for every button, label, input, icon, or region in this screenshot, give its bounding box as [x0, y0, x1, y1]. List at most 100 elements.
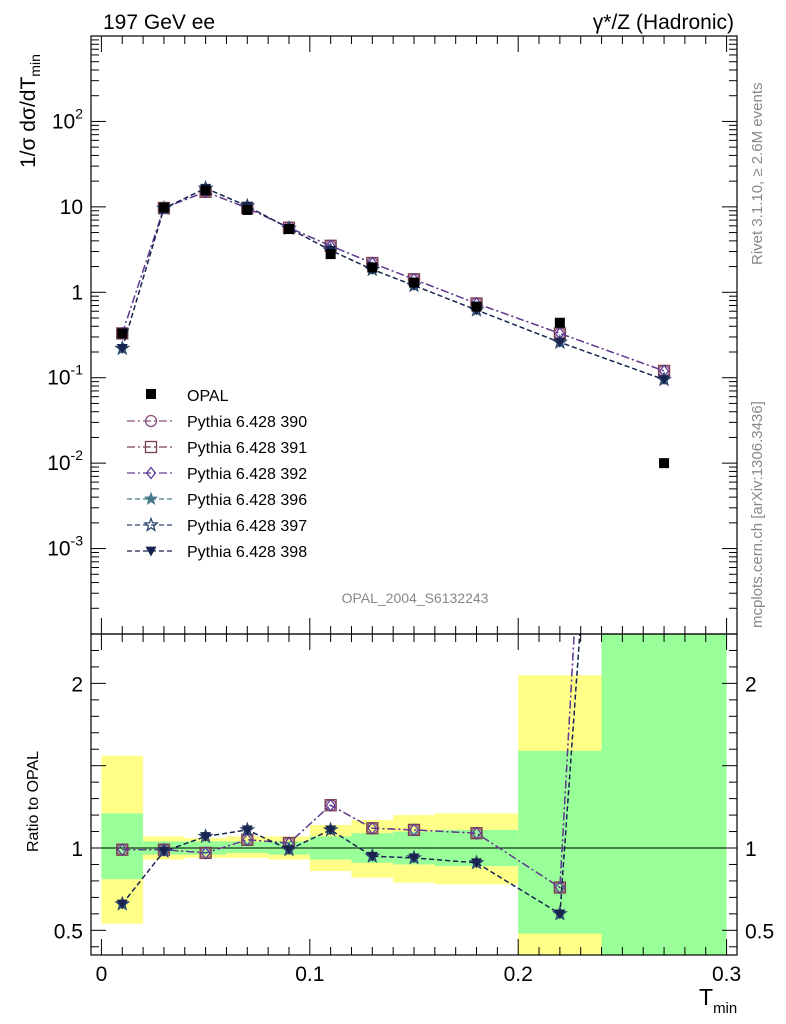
ratio-point-pythia-6-428-398 [158, 846, 170, 857]
main-y-tick-label-exp: -3 [71, 533, 84, 549]
ratio-point-pythia-6-428-392 [242, 833, 253, 847]
legend-item-pythia-6-428-398: Pythia 6.428 398 [127, 544, 307, 561]
mcplots-label: mcplots.cern.ch [arXiv:1306.3436] [749, 401, 766, 628]
data-point-opal [325, 249, 336, 260]
ratio-point-pythia-6-428-392 [408, 823, 420, 837]
ratio-line-pythia-6-428-398 [121, 634, 581, 915]
ratio-point-pythia-6-428-398 [471, 858, 483, 869]
main-y-tick-label-base: 10 [47, 367, 70, 390]
legend-item-opal: OPAL [146, 388, 229, 405]
header-energy-label: 197 GeV ee [103, 11, 215, 34]
data-point-opal [242, 204, 253, 215]
x-tick-label: 0.1 [295, 963, 324, 986]
header-process-label: γ*/Z (Hadronic) [593, 11, 734, 34]
main-y-tick-label-exp: -2 [71, 447, 84, 463]
main-line-pythia-6-428-392 [121, 191, 665, 372]
data-point-opal [158, 202, 169, 213]
main-point-pythia-6-428-398 [554, 337, 566, 348]
main-y-label-main: 1/σ dσ/dT [17, 77, 40, 168]
ratio-point-pythia-6-428-398 [554, 909, 566, 920]
main-y-tick-label-base: 1 [71, 281, 83, 304]
main-y-tick-label: 10-2 [47, 447, 83, 475]
legend-marker-opal [146, 389, 156, 399]
main-y-tick-label: 10 [60, 196, 83, 219]
legend-label-pythia-6-428-398: Pythia 6.428 398 [187, 544, 307, 561]
ratio-y-tick-label-left: 2 [71, 673, 83, 696]
ratio-point-pythia-6-428-398 [408, 853, 420, 864]
x-tick-label: 0.2 [504, 963, 533, 986]
main-y-tick-label: 102 [52, 105, 83, 133]
ratio-point-pythia-6-428-398 [241, 825, 253, 836]
data-point-opal [659, 458, 670, 469]
legend-marker-pythia-6-428-392 [145, 466, 157, 480]
x-axis-label: Tmin [699, 984, 737, 1017]
data-point-opal [471, 301, 482, 312]
ratio-point-pythia-6-428-398 [200, 832, 212, 842]
legend: OPAL Pythia 6.428 390 Pythia 6.428 391 Pyth… [127, 388, 307, 561]
legend-label-pythia-6-428-396: Pythia 6.428 396 [187, 492, 307, 509]
legend-item-pythia-6-428-391: Pythia 6.428 391 [127, 440, 307, 457]
main-y-tick-label-base: 10 [47, 538, 70, 561]
x-label-sub: min [713, 1000, 737, 1017]
legend-label-pythia-6-428-390: Pythia 6.428 390 [187, 414, 307, 431]
legend-marker-pythia-6-428-397 [143, 516, 159, 532]
svg-text:Tmin: Tmin [699, 984, 737, 1017]
legend-marker-pythia-6-428-391 [144, 440, 158, 454]
band-green-10 [601, 634, 727, 955]
ratio-y-tick-label-left: 0.5 [54, 920, 83, 943]
ratio-point-pythia-6-428-398 [325, 825, 337, 836]
main-y-axis-label: 1/σ dσ/dTmin [17, 54, 43, 168]
main-y-tick-label: 10-1 [47, 362, 83, 390]
legend-marker-pythia-6-428-398 [145, 546, 157, 557]
data-point-opal [200, 185, 211, 196]
main-y-tick-label-exp: 2 [75, 105, 83, 121]
main-y-label-sub: min [27, 54, 43, 77]
legend-marker-pythia-6-428-390 [144, 414, 158, 428]
band-green-9 [518, 750, 602, 934]
main-point-pythia-6-428-398 [116, 344, 128, 354]
band-green-3 [226, 841, 269, 853]
ratio-point-pythia-6-428-398 [116, 899, 128, 910]
main-line-pythia-6-428-391 [121, 191, 665, 372]
ratio-y-axis-label: Ratio to OPAL [25, 751, 42, 852]
ratio-point-pythia-6-428-398 [366, 851, 378, 862]
ratio-point-pythia-6-428-392 [554, 880, 566, 895]
main-line-pythia-6-428-398 [121, 187, 665, 381]
data-point-opal [367, 262, 378, 273]
data-point-opal [409, 277, 419, 288]
main-line-pythia-6-428-390 [121, 191, 665, 372]
x-tick-label: 0.3 [712, 963, 741, 986]
ratio-point-pythia-6-428-392 [367, 821, 378, 835]
ratio-y-tick-label-left: 1 [71, 838, 83, 861]
main-y-tick-label: 1 [71, 281, 83, 304]
ratio-series [114, 634, 581, 921]
ratio-point-pythia-6-428-392 [200, 846, 211, 860]
legend-item-pythia-6-428-397: Pythia 6.428 397 [127, 516, 307, 535]
main-y-tick-label-exp: -1 [71, 362, 84, 378]
main-y-tick-label: 10-3 [47, 533, 83, 561]
ratio-point-pythia-6-428-392 [117, 843, 128, 857]
data-point-opal [283, 224, 294, 235]
legend-item-pythia-6-428-390: Pythia 6.428 390 [127, 414, 307, 431]
main-y-tick-label-base: 10 [47, 452, 70, 475]
ratio-point-pythia-6-428-392 [471, 826, 482, 840]
ratio-point-pythia-6-428-392 [325, 798, 336, 812]
legend-label-pythia-6-428-397: Pythia 6.428 397 [187, 518, 307, 535]
ratio-uncertainty-bands [91, 634, 737, 955]
main-y-tick-label-base: 10 [60, 196, 83, 219]
data-point-opal [554, 317, 565, 328]
legend-item-pythia-6-428-392: Pythia 6.428 392 [127, 466, 307, 483]
svg-text:1/σ dσ/dTmin: 1/σ dσ/dTmin [17, 54, 43, 168]
legend-label-pythia-6-428-392: Pythia 6.428 392 [187, 466, 307, 483]
x-tick-label: 0 [96, 963, 108, 986]
legend-marker-pythia-6-428-396 [143, 491, 159, 506]
legend-label-pythia-6-428-391: Pythia 6.428 391 [187, 440, 307, 457]
ratio-y-tick-label-right: 1 [745, 838, 757, 861]
ratio-point-pythia-6-428-398 [283, 845, 295, 856]
rivet-version-label: Rivet 3.1.10, ≥ 2.6M events [749, 83, 766, 266]
main-series [114, 179, 672, 469]
ratio-line-pythia-6-428-392 [122, 634, 575, 889]
legend-label-opal: OPAL [187, 388, 229, 405]
